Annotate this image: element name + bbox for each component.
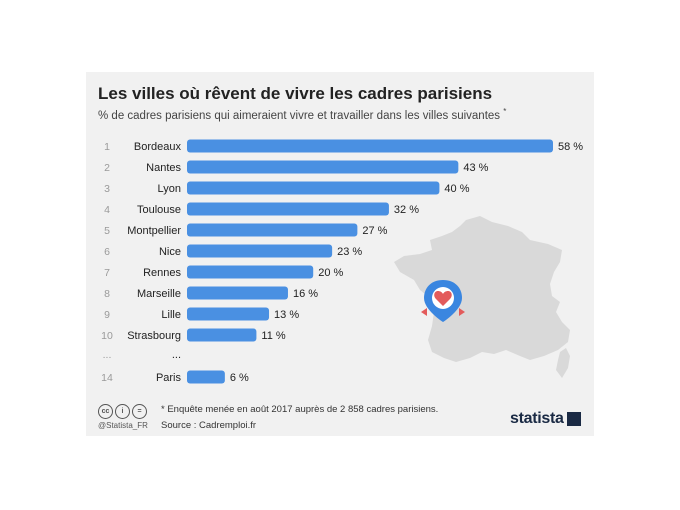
license-icons: cc i = (98, 404, 147, 419)
bars-group: 1 Bordeaux 58 % 2 Nantes 43 % 3 Lyon 40 % 4 Toulou… (101, 139, 583, 384)
rank-label: 2 (104, 162, 110, 174)
city-label: Marseille (137, 288, 181, 300)
bar (187, 202, 389, 216)
bar (187, 265, 314, 279)
city-label: Montpellier (127, 225, 181, 237)
bar (187, 370, 225, 384)
city-label: Paris (156, 372, 182, 384)
bar (187, 139, 553, 153)
value-label: 11 % (261, 330, 285, 342)
city-label: Nantes (146, 162, 181, 174)
twitter-handle: @Statista_FR (98, 421, 148, 430)
footnote: * Enquête menée en août 2017 auprès de 2… (161, 404, 439, 415)
city-label: Lyon (158, 183, 181, 195)
bar (187, 328, 257, 342)
statista-logo-mark (567, 412, 581, 426)
city-label: Strasbourg (127, 330, 181, 342)
bar (187, 223, 358, 237)
france-mainland-shape (394, 216, 570, 362)
heart-pin-icon (421, 280, 465, 322)
city-label: Toulouse (137, 204, 181, 216)
rank-label: 1 (104, 141, 110, 153)
city-label: Rennes (143, 267, 181, 279)
bar (187, 307, 270, 321)
value-label: 20 % (318, 267, 343, 279)
attribution-icon: i (115, 404, 130, 419)
source-note: Source : Cadremploi.fr (161, 420, 257, 431)
value-label: 32 % (394, 204, 419, 216)
creative-commons-icon: cc (98, 404, 113, 419)
no-derivatives-icon: = (132, 404, 147, 419)
city-label: Nice (159, 246, 181, 258)
value-label: 40 % (444, 183, 469, 195)
ellipsis-city: ... (172, 349, 181, 361)
rank-label: 3 (104, 183, 110, 195)
rank-label: 7 (104, 267, 110, 279)
bar (187, 244, 333, 258)
subtitle-text: % de cadres parisiens qui aimeraient viv… (98, 109, 501, 122)
rank-label: 14 (101, 372, 113, 384)
rank-label: 9 (104, 309, 110, 321)
rank-label: 8 (104, 288, 110, 300)
value-label: 13 % (274, 309, 299, 321)
bar (187, 160, 459, 174)
bar (187, 286, 288, 300)
statista-logo: statista (510, 410, 564, 427)
rank-label: 5 (104, 225, 110, 237)
rank-label: 10 (101, 330, 113, 342)
value-label: 6 % (230, 372, 249, 384)
chart-subtitle: % de cadres parisiens qui aimeraient viv… (98, 107, 506, 122)
rank-label: 6 (104, 246, 110, 258)
bar (187, 181, 440, 195)
rank-label: 4 (104, 204, 110, 216)
value-label: 23 % (337, 246, 362, 258)
value-label: 58 % (558, 141, 583, 153)
subtitle-footnote-mark: * (503, 107, 507, 116)
ellipsis-rank: ... (103, 349, 112, 361)
france-map-illustration (394, 216, 570, 378)
city-label: Bordeaux (134, 141, 182, 153)
value-label: 27 % (362, 225, 387, 237)
chart-title: Les villes où rêvent de vivre les cadres… (98, 84, 493, 103)
city-label: Lille (161, 309, 181, 321)
corsica-shape (556, 348, 570, 378)
value-label: 16 % (293, 288, 318, 300)
value-label: 43 % (463, 162, 488, 174)
